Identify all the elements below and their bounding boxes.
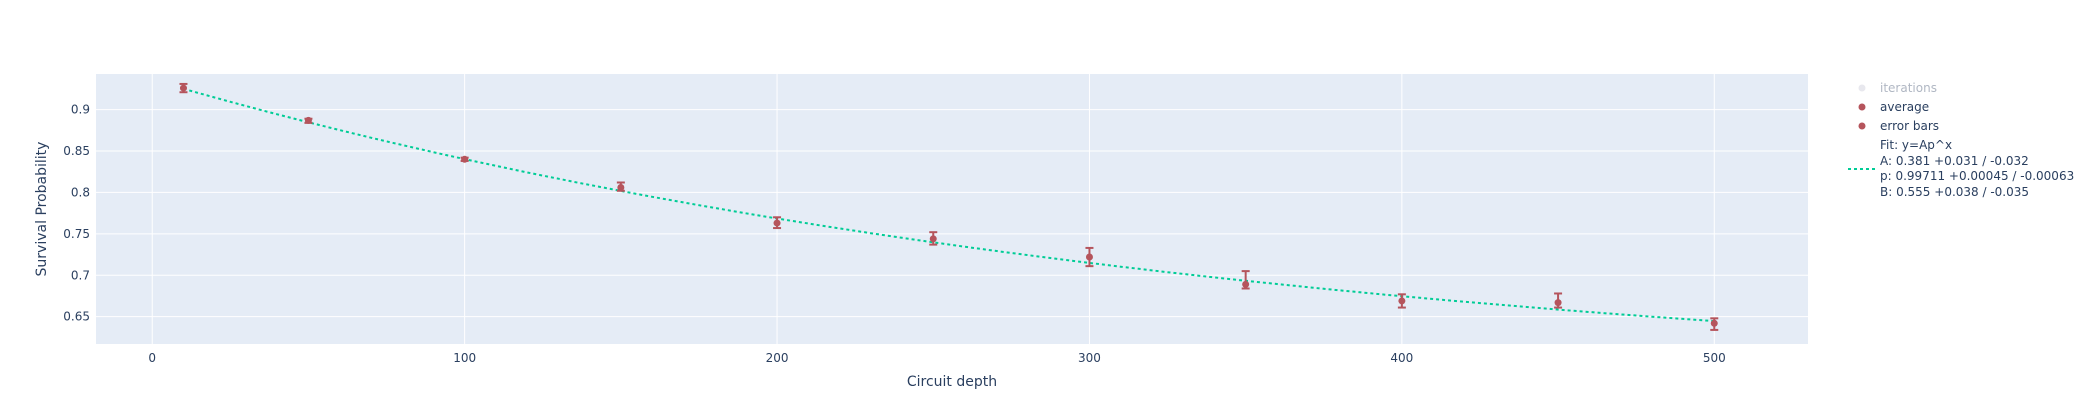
x-axis-title: Circuit depth (907, 374, 997, 390)
grid-lines (96, 74, 1808, 344)
x-tick-label: 200 (766, 351, 789, 365)
legend-fit-label-3[interactable]: B: 0.555 +0.038 / -0.035 (1880, 185, 2029, 199)
y-tick-label: 0.8 (71, 185, 90, 199)
average-point[interactable] (461, 155, 469, 163)
x-tick-label: 0 (148, 351, 156, 365)
legend-error-bars-label[interactable]: error bars (1880, 119, 1939, 133)
legend: iterations average error bars Fit: y=Ap^… (1848, 81, 2074, 199)
average-point[interactable] (617, 183, 625, 191)
plot-area (96, 74, 1808, 344)
average-points-layer (179, 84, 1718, 327)
y-tick-label: 0.85 (63, 144, 90, 158)
average-point[interactable] (773, 219, 781, 227)
average-point[interactable] (1242, 280, 1250, 288)
y-tick-label: 0.9 (71, 103, 90, 117)
legend-fit-label-1[interactable]: A: 0.381 +0.031 / -0.032 (1880, 154, 2029, 168)
legend-fit-label-0[interactable]: Fit: y=Ap^x (1880, 138, 1952, 152)
average-point[interactable] (1085, 253, 1093, 261)
y-tick-labels: 0.65 0.7 0.75 0.8 0.85 0.9 (63, 103, 90, 324)
x-tick-labels: 0 100 200 300 400 500 (148, 351, 1725, 365)
fit-curve (183, 87, 1715, 323)
legend-iterations-label[interactable]: iterations (1880, 81, 1937, 95)
x-tick-label: 500 (1703, 351, 1726, 365)
y-tick-label: 0.75 (63, 227, 90, 241)
y-tick-label: 0.65 (63, 310, 90, 324)
y-tick-label: 0.7 (71, 268, 90, 282)
legend-fit-label-2[interactable]: p: 0.99711 +0.00045 / -0.00063 (1880, 169, 2074, 183)
average-point[interactable] (179, 84, 187, 92)
average-point[interactable] (1554, 299, 1562, 307)
x-tick-label: 300 (1078, 351, 1101, 365)
x-tick-label: 400 (1390, 351, 1413, 365)
average-point[interactable] (929, 235, 937, 243)
legend-average-marker[interactable] (1858, 103, 1866, 111)
legend-error-bars-marker[interactable] (1858, 122, 1866, 130)
legend-average-label[interactable]: average (1880, 100, 1929, 114)
average-point[interactable] (1398, 297, 1406, 305)
average-point[interactable] (1710, 319, 1718, 327)
average-point[interactable] (304, 116, 312, 124)
fit-curve-layer (183, 87, 1715, 323)
legend-iterations-marker[interactable] (1858, 84, 1866, 92)
y-axis-title: Survival Probability (34, 142, 50, 277)
x-tick-label: 100 (453, 351, 476, 365)
